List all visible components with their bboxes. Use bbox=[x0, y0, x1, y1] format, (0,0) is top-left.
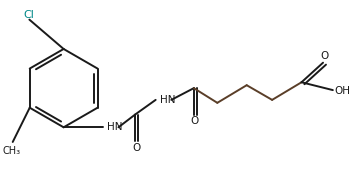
Text: OH: OH bbox=[335, 86, 351, 96]
Text: HN: HN bbox=[107, 122, 122, 132]
Text: CH₃: CH₃ bbox=[3, 146, 21, 156]
Text: Cl: Cl bbox=[24, 10, 34, 20]
Text: O: O bbox=[132, 143, 140, 153]
Text: O: O bbox=[320, 51, 328, 61]
Text: O: O bbox=[191, 116, 199, 126]
Text: HN: HN bbox=[159, 95, 175, 105]
